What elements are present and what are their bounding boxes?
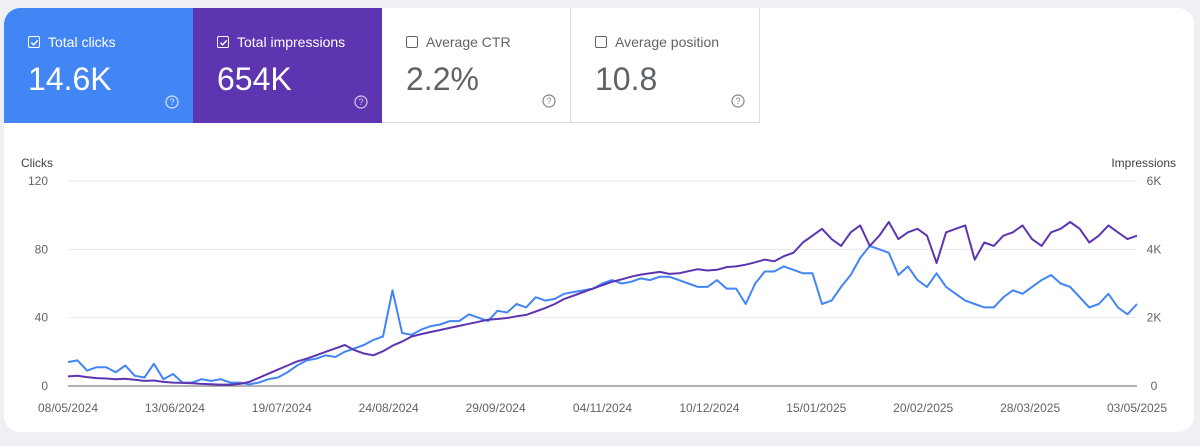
metric-label: Total clicks	[48, 34, 116, 50]
left-tick-label: 40	[35, 311, 49, 325]
right-tick-label: 6K	[1147, 174, 1162, 188]
metric-average-position[interactable]: Average position 10.8 ?	[571, 8, 760, 123]
right-tick-label: 0	[1151, 379, 1158, 393]
metric-total-clicks[interactable]: Total clicks 14.6K ?	[4, 8, 193, 123]
help-circle-icon[interactable]: ?	[165, 95, 179, 109]
grid-lines	[68, 180, 1137, 387]
clicks-line	[67, 244, 1138, 386]
x-tick-label: 24/08/2024	[359, 401, 419, 415]
left-tick-label: 0	[41, 379, 48, 393]
x-tick-label: 13/06/2024	[145, 401, 205, 415]
left-axis-title: Clicks	[21, 156, 53, 170]
help-circle-icon[interactable]: ?	[731, 94, 745, 108]
metric-label: Average CTR	[426, 34, 511, 50]
metric-total-impressions[interactable]: Total impressions 654K ?	[193, 8, 382, 123]
left-tick-label: 120	[28, 174, 48, 188]
metric-label: Total impressions	[237, 34, 346, 50]
right-tick-label: 4K	[1147, 242, 1162, 256]
svg-text:?: ?	[358, 97, 363, 107]
right-axis-title: Impressions	[1111, 156, 1176, 170]
metric-label: Average position	[615, 34, 720, 50]
checkbox-icon[interactable]	[217, 36, 229, 48]
metric-value: 654K	[217, 61, 292, 97]
x-tick-label: 19/07/2024	[252, 401, 312, 415]
performance-chart: Clicks Impressions 0 40 80 120 0 2K 4K 6K 08/0…	[21, 156, 1176, 415]
left-axis-ticks: 0 40 80 120	[28, 174, 48, 393]
checkbox-icon[interactable]	[406, 36, 418, 48]
svg-text:?: ?	[546, 96, 551, 106]
impressions-line	[67, 221, 1138, 386]
checkbox-icon[interactable]	[28, 36, 40, 48]
left-tick-label: 80	[35, 242, 49, 256]
help-circle-icon[interactable]: ?	[354, 95, 368, 109]
metric-value: 14.6K	[28, 61, 112, 97]
x-tick-label: 29/09/2024	[466, 401, 526, 415]
right-tick-label: 2K	[1147, 311, 1162, 325]
metric-tabs: Total clicks 14.6K ? Total impressions 6…	[4, 8, 760, 123]
x-tick-label: 08/05/2024	[38, 401, 98, 415]
x-tick-label: 20/02/2025	[893, 401, 953, 415]
x-axis-ticks: 08/05/2024 13/06/2024 19/07/2024 24/08/2024…	[38, 401, 1167, 415]
performance-card: Total clicks 14.6K ? Total impressions 6…	[4, 8, 1194, 432]
x-tick-label: 03/05/2025	[1107, 401, 1167, 415]
svg-text:?: ?	[735, 96, 740, 106]
metric-value: 2.2%	[406, 61, 479, 97]
x-tick-label: 04/11/2024	[573, 401, 632, 415]
right-axis-ticks: 0 2K 4K 6K	[1147, 174, 1162, 393]
x-tick-label: 15/01/2025	[786, 401, 846, 415]
x-tick-label: 28/03/2025	[1000, 401, 1060, 415]
checkbox-icon[interactable]	[595, 36, 607, 48]
series-lines	[67, 221, 1138, 386]
svg-text:?: ?	[169, 97, 174, 107]
help-circle-icon[interactable]: ?	[542, 94, 556, 108]
x-tick-label: 10/12/2024	[679, 401, 739, 415]
metric-average-ctr[interactable]: Average CTR 2.2% ?	[382, 8, 571, 123]
metric-value: 10.8	[595, 61, 658, 97]
